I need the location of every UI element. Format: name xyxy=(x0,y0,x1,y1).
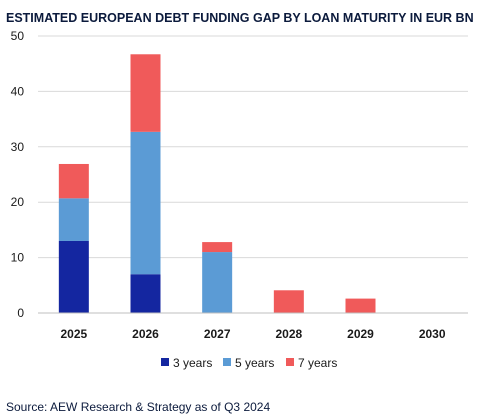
y-tick-label-50: 50 xyxy=(11,29,25,43)
x-tick-label-2028: 2028 xyxy=(275,327,302,341)
legend-swatch-5-years xyxy=(223,358,231,366)
bar-2027-7-years xyxy=(202,242,233,253)
y-tick-label-10: 10 xyxy=(11,251,25,265)
bar-2025-5-years xyxy=(58,198,89,241)
bar-2028-7-years xyxy=(273,290,304,313)
bar-2025-7-years xyxy=(58,163,89,199)
y-tick-label-20: 20 xyxy=(11,195,25,209)
source-note: Source: AEW Research & Strategy as of Q3… xyxy=(6,400,270,414)
x-tick-label-2026: 2026 xyxy=(132,327,159,341)
y-tick-label-0: 0 xyxy=(17,306,24,320)
y-tick-label-30: 30 xyxy=(11,140,25,154)
bar-2026-3-years xyxy=(130,274,161,313)
y-tick-label-40: 40 xyxy=(11,84,25,98)
legend-label-5-years: 5 years xyxy=(235,356,274,370)
bar-2027-5-years xyxy=(202,252,233,313)
legend-swatch-3-years xyxy=(161,358,169,366)
bar-2029-7-years xyxy=(345,298,376,313)
bar-2026-5-years xyxy=(130,131,161,275)
bar-2026-7-years xyxy=(130,54,161,132)
gridlines xyxy=(38,35,468,259)
x-tick-label-2030: 2030 xyxy=(419,327,446,341)
bars xyxy=(58,54,376,313)
legend-swatch-7-years xyxy=(286,358,294,366)
y-axis: 0 10 20 30 40 50 xyxy=(11,29,25,320)
x-tick-label-2025: 2025 xyxy=(60,327,87,341)
bar-2025-3-years xyxy=(58,240,89,313)
x-tick-label-2027: 2027 xyxy=(204,327,231,341)
chart-title: ESTIMATED EUROPEAN DEBT FUNDING GAP BY L… xyxy=(6,11,474,25)
legend: 3 years 5 years 7 years xyxy=(161,356,337,370)
legend-label-7-years: 7 years xyxy=(298,356,337,370)
x-tick-label-2029: 2029 xyxy=(347,327,374,341)
x-axis: 2025 2026 2027 2028 2029 2030 xyxy=(60,327,445,341)
legend-label-3-years: 3 years xyxy=(173,356,212,370)
